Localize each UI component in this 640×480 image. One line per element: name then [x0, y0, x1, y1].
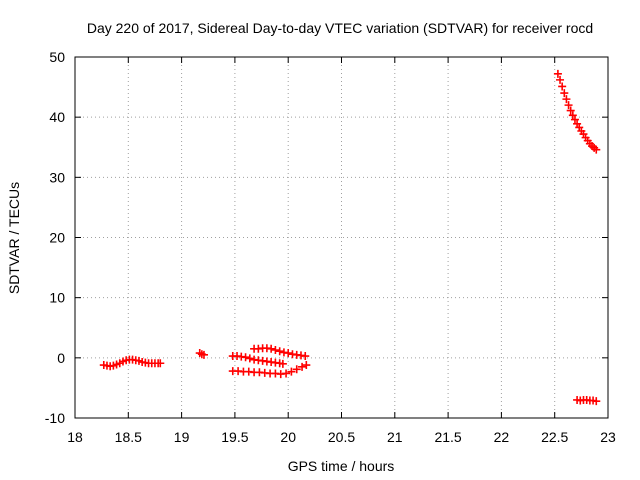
data-point — [558, 82, 567, 91]
series-6 — [573, 395, 601, 406]
x-tick-label: 20 — [280, 429, 296, 445]
series-1 — [195, 349, 208, 359]
y-tick-label: 30 — [49, 169, 65, 185]
data-point — [302, 361, 311, 370]
x-tick-label: 23 — [600, 429, 616, 445]
data-point — [241, 353, 250, 362]
y-tick-label: 0 — [57, 350, 65, 366]
data-point — [301, 352, 310, 361]
x-tick-label: 19.5 — [221, 429, 248, 445]
data-point — [570, 115, 579, 124]
x-axis-label: GPS time / hours — [288, 458, 395, 474]
x-tick-label: 19 — [174, 429, 190, 445]
series-3 — [250, 344, 310, 361]
data-point — [292, 365, 301, 374]
data-point — [282, 369, 291, 378]
data-point — [267, 344, 276, 353]
x-tick-label: 21 — [387, 429, 403, 445]
data-point — [560, 89, 569, 98]
data-point — [298, 362, 307, 371]
data-point — [592, 145, 601, 154]
series-5 — [553, 69, 601, 154]
data-point — [156, 359, 165, 368]
series-0 — [99, 355, 165, 371]
data-point — [278, 359, 287, 368]
x-tick-label: 21.5 — [434, 429, 461, 445]
x-tick-label: 18 — [67, 429, 83, 445]
data-point — [199, 350, 208, 359]
y-axis: -10 0 10 20 30 40 50 — [45, 49, 608, 426]
y-tick-label: 20 — [49, 230, 65, 246]
data-point — [287, 367, 296, 376]
y-tick-label: 10 — [49, 290, 65, 306]
data-point — [564, 101, 573, 110]
data-point — [284, 349, 293, 358]
y-tick-label: 40 — [49, 109, 65, 125]
data-point — [556, 75, 565, 84]
x-tick-label: 22 — [494, 429, 510, 445]
y-axis-label: SDTVAR / TECUs — [6, 182, 22, 294]
x-tick-label: 22.5 — [541, 429, 568, 445]
x-axis: 18 18.5 19 19.5 20 20.5 21 21.5 22 22.5 23 — [67, 57, 616, 445]
x-tick-label: 20.5 — [328, 429, 355, 445]
data-point — [275, 347, 284, 356]
data-points — [99, 69, 601, 406]
data-point — [568, 111, 577, 120]
grid — [75, 57, 608, 418]
data-point — [566, 106, 575, 115]
series-2 — [228, 352, 287, 368]
x-tick-label: 18.5 — [115, 429, 142, 445]
y-tick-label: 50 — [49, 49, 65, 65]
data-point — [245, 354, 254, 363]
chart-title: Day 220 of 2017, Sidereal Day-to-day VTE… — [87, 20, 593, 36]
series-4 — [228, 361, 311, 379]
y-tick-label: -10 — [45, 410, 65, 426]
data-point — [562, 95, 571, 104]
data-point — [271, 346, 280, 355]
data-point — [592, 397, 601, 406]
data-point — [553, 69, 562, 78]
